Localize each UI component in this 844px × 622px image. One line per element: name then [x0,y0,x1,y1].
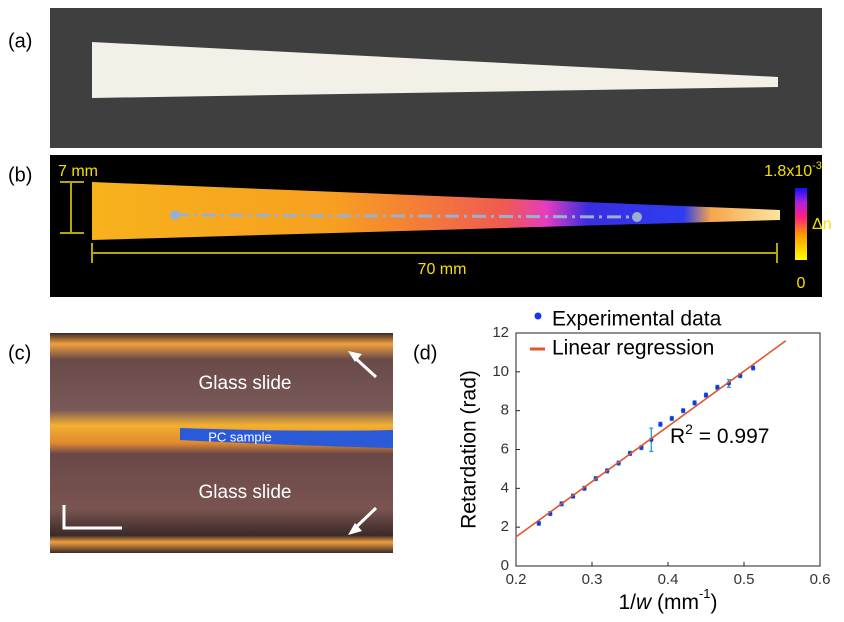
x-tick-label: 0.6 [810,571,831,588]
y-axis-label: Retardation (rad) [458,370,481,529]
text: 2 [685,421,693,437]
panel-label: (c) [8,342,31,364]
data-point [670,416,674,420]
legend-label: Linear regression [552,337,714,360]
text: R [670,425,685,448]
text: (mm [651,591,699,614]
panel-label: (d) [413,342,437,364]
data-point [692,401,696,405]
panel-a: (a) [8,8,822,148]
panel-c: (c) Glass slide PC sample Glass slide [8,333,393,553]
width-label: 7 mm [58,163,98,180]
data-point [681,408,685,412]
panel-b: (b) 7 mm 70 mm 1.8x10-3 Δn 0 [8,155,832,297]
legend-label: Experimental data [552,308,722,331]
y-tick-label: 0 [501,557,509,574]
text: -3 [812,160,822,172]
scan-point [170,210,180,220]
colorbar-min: 0 [797,275,806,292]
annotation: R2 = 0.997 [670,421,769,448]
y-tick-label: 2 [501,518,509,535]
length-label: 70 mm [418,261,467,278]
y-tick-label: 10 [492,363,509,380]
text: -1 [699,586,711,601]
scan-point [632,212,642,222]
legend-marker [535,313,542,320]
panel-label: (a) [8,30,32,52]
y-tick-label: 8 [501,402,509,419]
text: ) [711,591,718,614]
figure: (a) (b) 7 mm 70 mm 1.8x10-3 Δn 0 (c) Gla… [0,0,844,617]
x-axis-label: 1/w (mm-1) [618,586,717,613]
y-tick-label: 6 [501,440,509,457]
layer-label: Glass slide [199,482,292,503]
colorbar-name: Δn [812,216,832,233]
layer-label: Glass slide [199,373,292,394]
colorbar [795,188,807,260]
text: = 0.997 [693,425,769,448]
panel-label: (b) [8,164,32,186]
x-tick-label: 0.5 [734,571,755,588]
layer-label: PC sample [208,429,272,444]
y-tick-label: 12 [492,324,509,341]
plot-frame [516,333,820,566]
data-point [658,422,662,426]
text: 1.8x10 [764,163,812,180]
y-tick-label: 4 [501,479,509,496]
text: 1/ [618,591,636,614]
x-tick-label: 0.4 [658,571,679,588]
x-tick-label: 0.3 [582,571,603,588]
